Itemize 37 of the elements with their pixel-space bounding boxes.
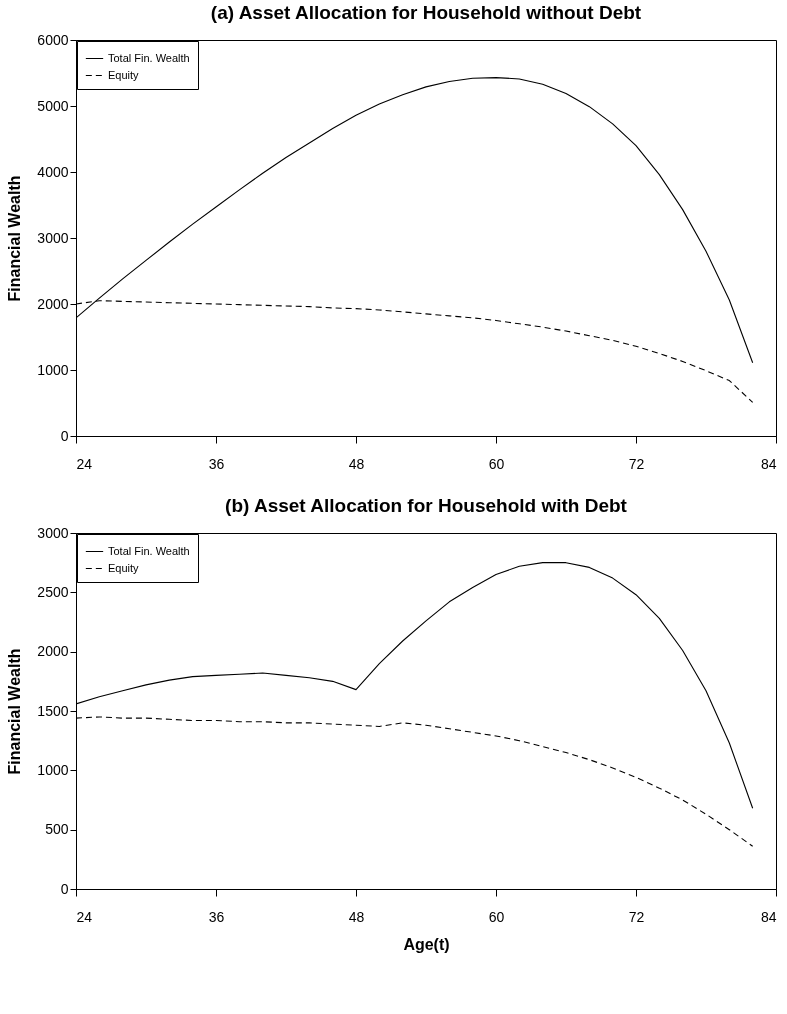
x-tick-label: 48	[348, 455, 365, 472]
y-tick-label: 6000	[37, 31, 69, 48]
x-tick-label: 72	[628, 908, 645, 925]
line-series	[76, 716, 754, 847]
x-tick-label: 48	[348, 908, 365, 925]
legend-label: Equity	[108, 68, 140, 81]
x-axis-title: Age(t)	[403, 935, 450, 953]
x-tick-label: 24	[76, 908, 93, 925]
legend-label: Equity	[108, 561, 140, 574]
x-tick-label: 36	[208, 455, 225, 472]
legend-label: Total Fin. Wealth	[108, 544, 190, 557]
y-tick-label: 2000	[37, 295, 69, 312]
x-tick-label: 36	[208, 908, 225, 925]
y-tick-label: 3000	[37, 229, 69, 246]
y-tick-label: 3000	[37, 524, 69, 541]
y-axis-title: Financial Wealth	[6, 175, 24, 302]
x-tick-label: 60	[488, 908, 505, 925]
chart-title: (b) Asset Allocation for Household with Debt	[225, 495, 628, 516]
y-tick-label: 1500	[37, 702, 69, 719]
y-tick-label: 500	[45, 821, 69, 838]
x-tick-label: 60	[488, 455, 505, 472]
y-tick-label: 0	[60, 427, 69, 444]
y-tick-label: 0	[60, 880, 69, 897]
legend-label: Total Fin. Wealth	[108, 51, 190, 64]
y-tick-label: 2500	[37, 583, 69, 600]
y-tick-label: 1000	[37, 761, 69, 778]
x-tick-label: 24	[76, 455, 93, 472]
line-series	[76, 562, 754, 809]
y-tick-label: 1000	[37, 361, 69, 378]
y-tick-label: 4000	[37, 163, 69, 180]
y-tick-label: 2000	[37, 643, 69, 660]
chart-title: (a) Asset Allocation for Household without Debt	[210, 2, 642, 23]
y-axis-title: Financial Wealth	[6, 648, 24, 775]
x-tick-label: 84	[760, 908, 777, 925]
x-tick-label: 84	[760, 455, 777, 472]
y-tick-label: 5000	[37, 97, 69, 114]
x-tick-label: 72	[628, 455, 645, 472]
